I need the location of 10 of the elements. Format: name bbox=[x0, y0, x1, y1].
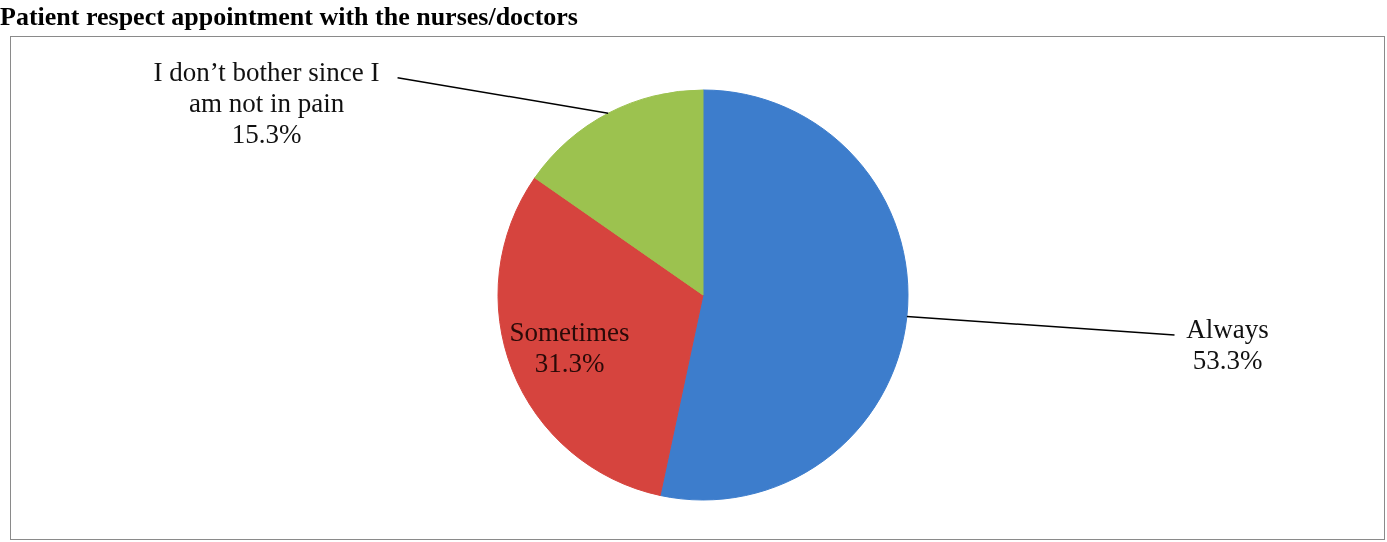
data-label: 53.3% bbox=[1192, 344, 1263, 375]
data-label: 15.3% bbox=[231, 118, 302, 149]
chart-title: Patient respect appointment with the nurses/doctors bbox=[0, 2, 578, 32]
data-label: 31.3% bbox=[534, 348, 605, 379]
pie-slice bbox=[659, 89, 909, 501]
slice-label: I don’t bother since I am not in pain bbox=[153, 56, 380, 118]
slice-label: Always bbox=[1186, 313, 1269, 344]
pie-slice bbox=[497, 177, 704, 496]
slice-label: Sometimes bbox=[509, 317, 630, 348]
pie-slice bbox=[534, 89, 704, 296]
